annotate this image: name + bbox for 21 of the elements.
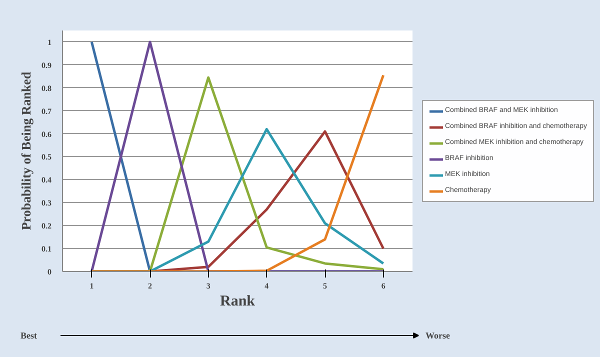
x-tick-label: 5 [323,282,327,290]
y-axis-title: Probability of Being Ranked [18,71,34,230]
y-tick-label: 0.4 [42,176,52,185]
y-tick-label: 0.8 [42,84,52,93]
x-tick-label: 3 [206,282,210,290]
y-tick-label: 1 [48,38,52,47]
y-tick-label: 0.7 [42,106,52,116]
y-tick-label: 0.1 [42,244,52,254]
x-tick-label: 4 [264,282,269,290]
text: Worse [426,330,450,340]
y-tick-label: 0.6 [42,130,52,139]
y-tick-label: 0 [48,268,52,276]
y-tick-label: 0.2 [42,222,52,231]
y-tick-label: 0.9 [42,60,52,70]
y-tick-label: 0.3 [42,198,52,208]
x-tick-label: 2 [148,282,152,290]
text: Best [20,330,37,340]
y-tick-label: 0.5 [42,152,52,162]
x-axis-title: Rank [220,294,256,310]
x-tick-label: 1 [90,282,94,290]
x-tick-label: 6 [381,282,386,290]
